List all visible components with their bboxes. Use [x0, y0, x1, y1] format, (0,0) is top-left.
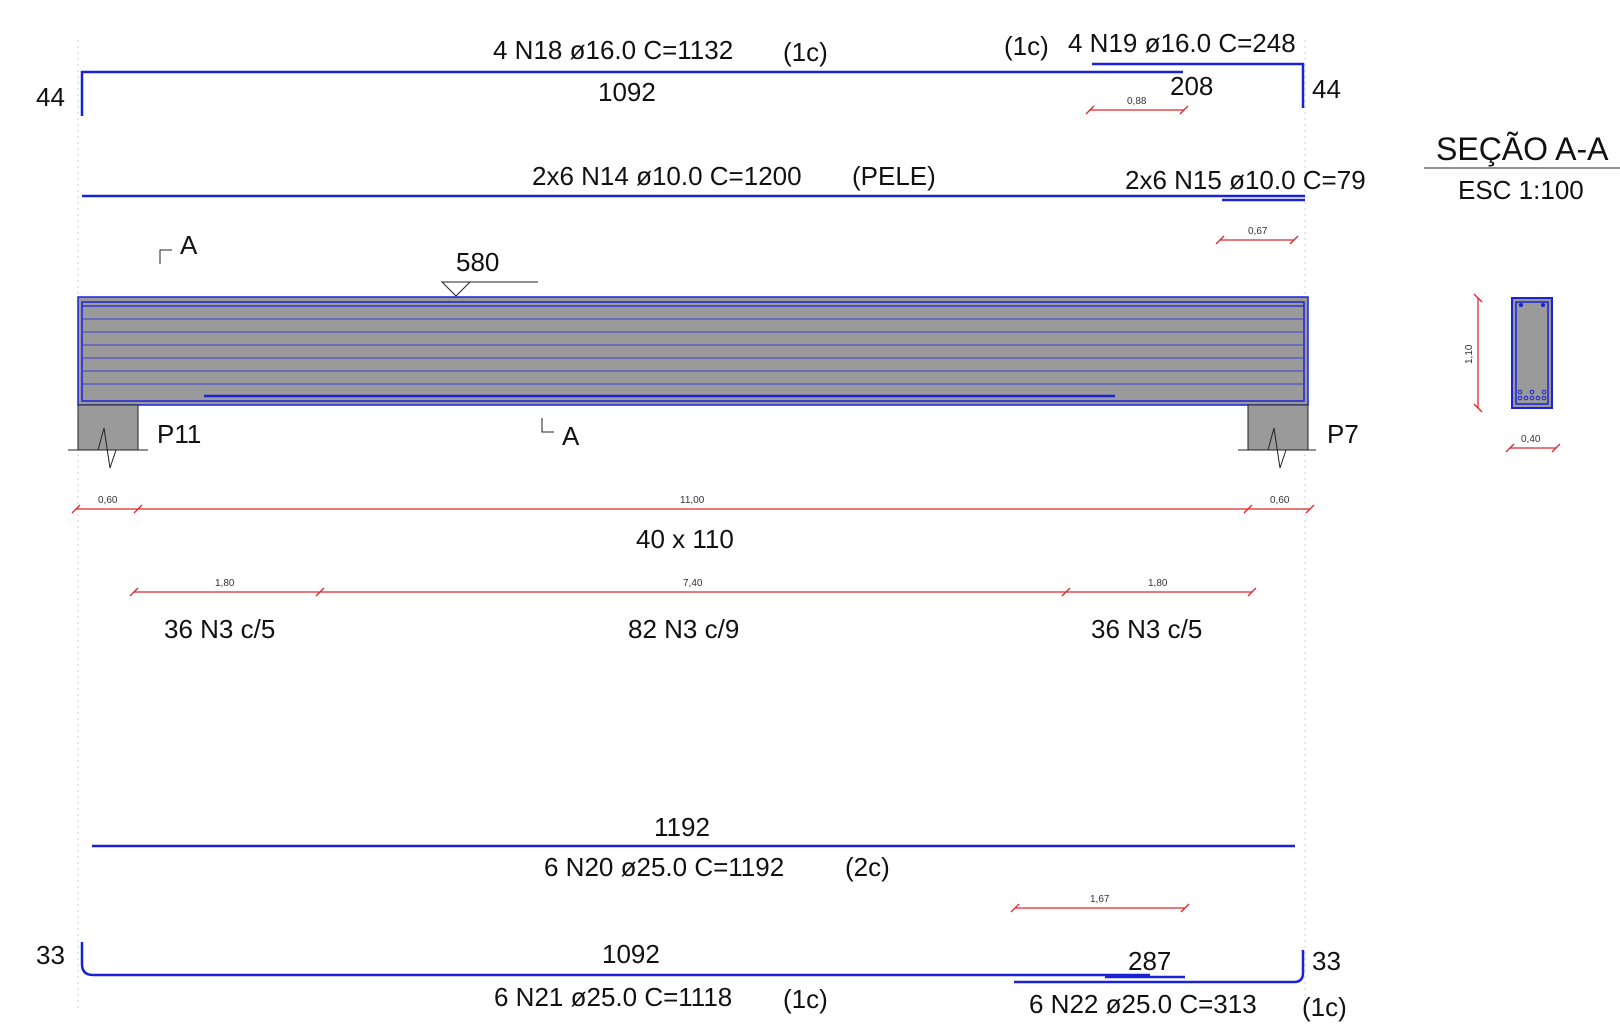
n22-dim-value: 1,67	[1090, 894, 1110, 905]
dim-span: 11,00	[680, 495, 705, 506]
beam-size-label: 40 x 110	[636, 524, 734, 554]
n15-label: 2x6 N15 ø10.0 C=79	[1125, 165, 1366, 195]
support-left	[77, 404, 139, 451]
beam-elevation: A 580 P11 P7 A 0,60	[68, 230, 1359, 554]
rebar-dot	[1529, 395, 1535, 401]
n18-layer: (1c)	[783, 37, 828, 67]
rebar-dot	[1541, 303, 1545, 307]
rebar-dot	[1541, 395, 1547, 401]
support-right-label: P7	[1327, 419, 1359, 449]
dim-tick	[71, 504, 81, 514]
stirrup-dim-left: 1,80	[215, 578, 235, 589]
dim-tick	[133, 504, 143, 514]
rebar-dot	[1519, 303, 1523, 307]
stirrup-outline	[81, 301, 1305, 402]
n19-layer: (1c)	[1004, 31, 1049, 61]
n19-bar	[1092, 62, 1305, 108]
n18-length: 1092	[598, 77, 656, 107]
dim-support-left: 0,60	[98, 495, 118, 506]
section-scale: ESC 1:100	[1458, 175, 1584, 205]
support-left-label: P11	[157, 419, 201, 449]
n19-label: 4 N19 ø16.0 C=248	[1068, 28, 1296, 58]
stirrup-left-label: 36 N3 c/5	[164, 614, 275, 644]
dim-tick	[129, 587, 139, 597]
stirrup-right-label: 36 N3 c/5	[1091, 614, 1202, 644]
dim-tick	[1473, 403, 1483, 413]
rebar-dot	[1517, 389, 1523, 395]
n22-length: 287	[1128, 946, 1171, 976]
section-aa: SEÇÃO A-A ESC 1:100 1,10 0,40	[1424, 131, 1620, 453]
section-title: SEÇÃO A-A	[1436, 131, 1609, 167]
n15-dim-value: 0,67	[1248, 226, 1268, 237]
n18-hook-left: 44	[36, 82, 65, 112]
level-triangle-icon	[440, 281, 472, 297]
n21-hook-left: 33	[36, 940, 65, 970]
n18-label: 4 N18 ø16.0 C=1132	[493, 35, 733, 65]
dim-support-right: 0,60	[1270, 495, 1290, 506]
stirrup-dim-right: 1,80	[1148, 578, 1168, 589]
break-line-left	[68, 427, 148, 469]
skin-bars: 2x6 N14 ø10.0 C=1200 (PELE) 2x6 N15 ø10.…	[82, 161, 1366, 245]
dim-tick	[1473, 293, 1483, 303]
beam-body	[77, 296, 1309, 406]
dim-tick	[1010, 903, 1020, 913]
section-stirrup	[1515, 301, 1549, 405]
dim-tick	[1505, 443, 1515, 453]
n22-layer: (1c)	[1302, 992, 1347, 1022]
dim-tick	[1551, 443, 1561, 453]
n21-bar	[80, 942, 1150, 977]
n14-label: 2x6 N14 ø10.0 C=1200	[532, 161, 802, 191]
n19-hook-right: 44	[1312, 74, 1341, 104]
level-value: 580	[456, 247, 499, 277]
n21-label: 6 N21 ø25.0 C=1118	[494, 982, 732, 1012]
section-marker-top-label: A	[180, 230, 198, 260]
n21-length: 1092	[602, 939, 660, 969]
section-marker-bottom	[541, 418, 554, 433]
rebar-dot	[1529, 389, 1535, 395]
dim-tick	[1305, 504, 1315, 514]
n21-layer: (1c)	[783, 984, 828, 1014]
top-bars: 4 N18 ø16.0 C=1132 (1c) 1092 44 (1c) 4 N…	[36, 28, 1341, 116]
stirrup-mid-label: 82 N3 c/9	[628, 614, 739, 644]
dim-tick	[1085, 105, 1095, 115]
n19-dim-value: 0,88	[1127, 96, 1147, 107]
dim-tick	[1179, 105, 1189, 115]
n22-hook-right: 33	[1312, 946, 1341, 976]
n22-label: 6 N22 ø25.0 C=313	[1029, 989, 1257, 1019]
section-width-dim: 0,40	[1521, 434, 1541, 445]
dim-tick	[315, 587, 325, 597]
n20-label: 6 N20 ø25.0 C=1192	[544, 852, 784, 882]
dim-tick	[1180, 903, 1190, 913]
n19-length: 208	[1170, 71, 1213, 101]
dim-tick	[1289, 235, 1299, 245]
dim-tick	[1243, 504, 1253, 514]
stirrups: 1,80 7,40 1,80 36 N3 c/5 82 N3 c/9 36 N3…	[129, 578, 1257, 644]
rebar-dot	[1535, 395, 1541, 401]
break-line-right	[1238, 427, 1316, 469]
stirrup-dim-mid: 7,40	[683, 578, 703, 589]
rebar-dot	[1523, 395, 1529, 401]
n14-tag: (PELE)	[852, 161, 936, 191]
dim-tick	[1215, 235, 1225, 245]
support-right	[1247, 404, 1309, 451]
dim-tick	[1061, 587, 1071, 597]
n20-length: 1192	[654, 812, 710, 842]
n22-bar	[1014, 950, 1305, 984]
bottom-bars: 1192 6 N20 ø25.0 C=1192 (2c) 1,67 33 109…	[36, 812, 1347, 1022]
section-concrete	[1511, 297, 1553, 409]
n18-bar	[80, 70, 1183, 116]
n20-layer: (2c)	[845, 852, 890, 882]
rebar-dot	[1541, 389, 1547, 395]
section-marker-bottom-label: A	[562, 421, 580, 451]
section-height-dim: 1,10	[1464, 344, 1475, 364]
section-marker-top	[159, 249, 172, 264]
dim-tick	[1247, 587, 1257, 597]
rebar-dot	[1517, 395, 1523, 401]
